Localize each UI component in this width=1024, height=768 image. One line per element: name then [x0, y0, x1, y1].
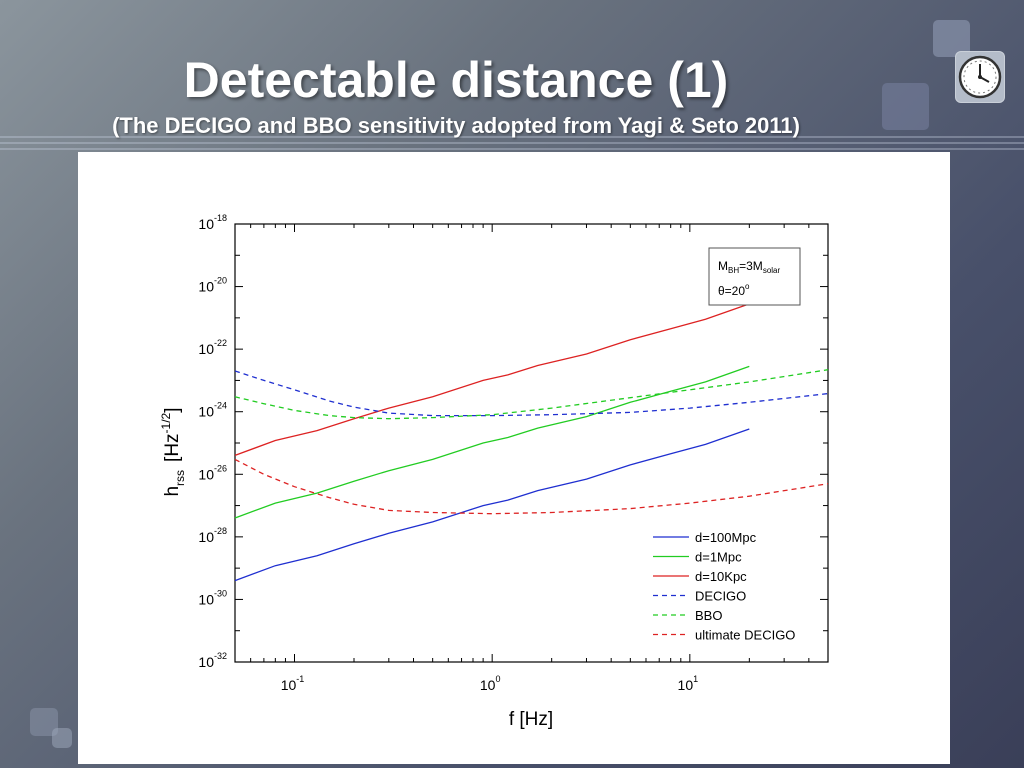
series-line — [234, 428, 750, 582]
decorative-square — [882, 83, 929, 130]
legend: d=100Mpc d=1Mpc d=10Kpc DECIGO BBO ultimate D… — [653, 530, 795, 643]
y-tick-label: 10-32 — [198, 651, 227, 670]
x-tick-label: 101 — [678, 674, 699, 693]
x-tick-labels: 10-1 100 101 — [281, 674, 698, 693]
background-stripe — [0, 142, 1024, 144]
y-tick-label: 10-30 — [198, 588, 227, 607]
y-axis-label-unit-exp: -1/2 — [159, 412, 173, 433]
legend-label: d=1Mpc — [695, 550, 742, 565]
legend-label: d=100Mpc — [695, 530, 757, 545]
clock-dial-icon — [958, 55, 1002, 99]
annotation-mass: MBH=3Msolar — [718, 259, 780, 275]
y-tick-labels: 10-18 10-20 10-22 10-24 10-26 10-28 10-30 10-32 — [198, 213, 227, 670]
legend-label: d=10Kpc — [695, 569, 747, 584]
y-axis-label-unit-close: ] — [162, 407, 183, 412]
series-line — [234, 370, 829, 417]
y-axis-label-unit-open: [Hz — [162, 433, 183, 462]
clock-badge — [955, 51, 1005, 103]
series-line — [234, 303, 750, 457]
series-lines — [234, 303, 829, 582]
tick-marks — [234, 223, 829, 663]
x-tick-label: 100 — [480, 674, 501, 693]
x-tick-label: 10-1 — [281, 674, 305, 693]
annotation-angle: θ=20o — [718, 282, 750, 298]
background-stripe — [0, 148, 1024, 150]
slide-title: Detectable distance (1) — [183, 52, 729, 108]
annotation-box: MBH=3Msolar θ=20o — [708, 247, 801, 306]
series-line — [234, 369, 829, 420]
annotation-frame — [708, 247, 801, 306]
y-axis-label: hrss [Hz-1/2] — [159, 407, 187, 496]
legend-label: ultimate DECIGO — [695, 628, 795, 643]
y-axis-label-main: h — [162, 486, 183, 497]
y-tick-label: 10-28 — [198, 526, 227, 545]
legend-label: DECIGO — [695, 589, 746, 604]
decorative-square — [933, 20, 970, 57]
y-tick-label: 10-24 — [198, 401, 227, 420]
chart: 10-18 10-20 10-22 10-24 10-26 10-28 10-30 10-32… — [159, 213, 829, 730]
series-line — [234, 458, 829, 515]
y-tick-label: 10-18 — [198, 213, 227, 232]
background-stripe — [0, 136, 1024, 138]
y-axis-label-sub: rss — [173, 470, 187, 486]
x-axis-label: f [Hz] — [509, 709, 553, 730]
slide-subtitle: (The DECIGO and BBO sensitivity adopted … — [112, 113, 800, 138]
y-tick-label: 10-22 — [198, 338, 227, 357]
y-tick-label: 10-20 — [198, 276, 227, 295]
decorative-square — [52, 728, 72, 748]
y-tick-label: 10-26 — [198, 463, 227, 482]
legend-label: BBO — [695, 608, 722, 623]
plot-panel: 10-18 10-20 10-22 10-24 10-26 10-28 10-30 10-32… — [78, 152, 950, 764]
